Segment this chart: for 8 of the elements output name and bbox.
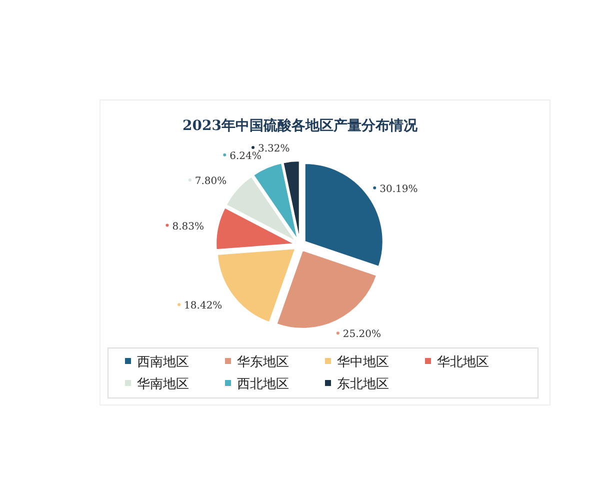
- legend-label: 华南地区: [137, 377, 189, 392]
- legend-label: 西南地区: [137, 355, 189, 370]
- legend-label: 华东地区: [237, 355, 289, 370]
- legend-label: 东北地区: [337, 377, 389, 392]
- legend-label: 华中地区: [337, 355, 389, 370]
- legend-label: 西北地区: [237, 377, 289, 392]
- title: 2023年中国硫酸各地区产量分布情况: [182, 118, 418, 134]
- legend-label: 华北地区: [437, 355, 489, 370]
